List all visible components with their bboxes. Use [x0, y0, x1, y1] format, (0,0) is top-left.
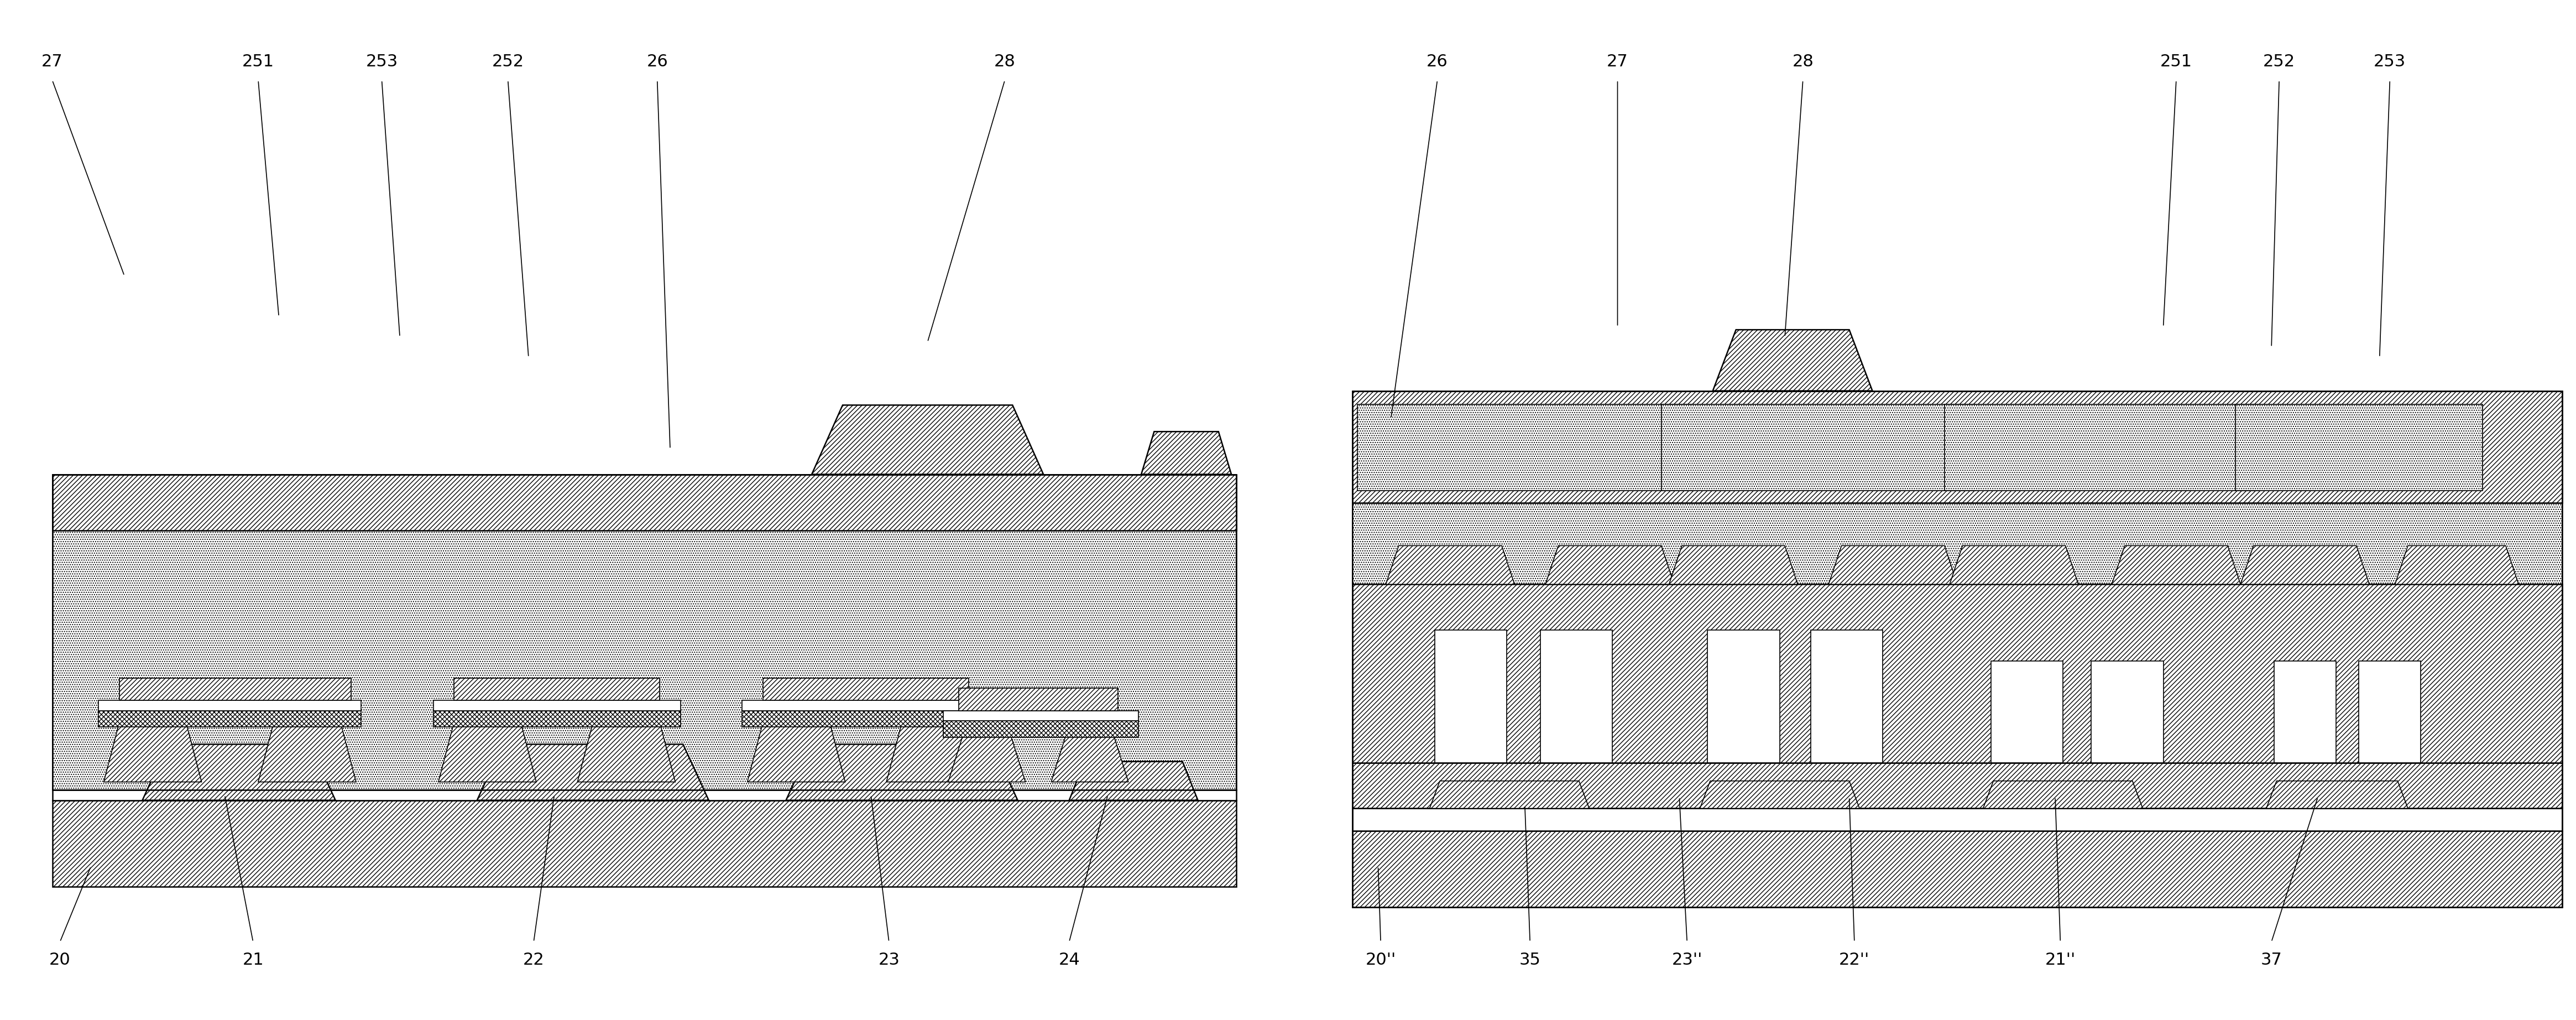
Bar: [958, 689, 1118, 711]
Bar: [98, 711, 361, 727]
Text: 21'': 21'': [2045, 952, 2076, 968]
Bar: [1352, 503, 2563, 584]
Bar: [1352, 391, 2563, 907]
Text: 35: 35: [1520, 952, 1540, 968]
Polygon shape: [786, 745, 1018, 801]
Bar: [52, 474, 1236, 790]
Text: 20: 20: [49, 952, 70, 968]
Bar: [52, 474, 1236, 530]
Bar: [1811, 630, 1883, 763]
Bar: [742, 701, 989, 711]
Polygon shape: [1051, 733, 1128, 782]
Polygon shape: [1141, 431, 1231, 474]
Bar: [742, 711, 989, 727]
Polygon shape: [2396, 546, 2519, 584]
Polygon shape: [1546, 546, 1674, 584]
Polygon shape: [577, 723, 675, 782]
Polygon shape: [1430, 781, 1589, 809]
Text: 23'': 23'': [1672, 952, 1703, 968]
Text: 26: 26: [647, 54, 667, 70]
Polygon shape: [258, 723, 355, 782]
Text: 252: 252: [2264, 54, 2295, 70]
Text: 26: 26: [1427, 54, 1448, 70]
Bar: [52, 732, 1236, 745]
Polygon shape: [811, 405, 1043, 474]
Text: 21: 21: [242, 952, 263, 968]
Text: 251: 251: [2161, 54, 2192, 70]
Polygon shape: [2241, 546, 2370, 584]
Polygon shape: [103, 723, 201, 782]
Bar: [1662, 404, 1976, 491]
Bar: [1945, 404, 2259, 491]
Bar: [762, 678, 969, 701]
Bar: [1358, 404, 1692, 491]
Text: 252: 252: [492, 54, 523, 70]
Polygon shape: [886, 723, 984, 782]
Bar: [2236, 404, 2483, 491]
Polygon shape: [1829, 546, 1958, 584]
Bar: [1435, 630, 1507, 763]
Text: 253: 253: [366, 54, 397, 70]
Text: 28: 28: [1793, 54, 1814, 70]
Bar: [52, 791, 1236, 801]
Polygon shape: [1069, 762, 1198, 801]
Bar: [1352, 831, 2563, 907]
Bar: [1540, 630, 1613, 763]
Bar: [52, 801, 1236, 886]
Text: 22'': 22'': [1839, 952, 1870, 968]
Text: 251: 251: [242, 54, 273, 70]
Text: 37: 37: [2262, 952, 2282, 968]
Bar: [1352, 763, 2563, 809]
Bar: [433, 711, 680, 727]
Bar: [118, 678, 350, 701]
Bar: [52, 474, 1236, 790]
Text: 20'': 20'': [1365, 952, 1396, 968]
Bar: [1352, 809, 2563, 831]
Polygon shape: [2112, 546, 2241, 584]
Bar: [1352, 584, 2563, 763]
Text: 22: 22: [523, 952, 544, 968]
Polygon shape: [2267, 781, 2409, 809]
Text: 27: 27: [1607, 54, 1628, 70]
Bar: [98, 701, 361, 711]
Polygon shape: [1386, 546, 1515, 584]
Polygon shape: [1984, 781, 2143, 809]
Bar: [2275, 661, 2336, 763]
Bar: [1352, 488, 2563, 503]
Bar: [433, 701, 680, 711]
Bar: [943, 721, 1139, 737]
Bar: [1352, 391, 2563, 503]
Text: 23: 23: [878, 952, 899, 968]
Polygon shape: [1713, 329, 1873, 391]
Polygon shape: [477, 745, 708, 801]
Text: 253: 253: [2372, 54, 2406, 70]
Polygon shape: [1700, 781, 1860, 809]
Text: 27: 27: [41, 54, 62, 70]
Polygon shape: [142, 745, 335, 801]
Text: 24: 24: [1059, 952, 1079, 968]
Bar: [453, 678, 659, 701]
Polygon shape: [1950, 546, 2079, 584]
Text: 28: 28: [994, 54, 1015, 70]
Polygon shape: [948, 733, 1025, 782]
Bar: [1708, 630, 1780, 763]
Bar: [2360, 661, 2421, 763]
Polygon shape: [1669, 546, 1798, 584]
Bar: [2092, 661, 2164, 763]
Bar: [1991, 661, 2063, 763]
Bar: [943, 711, 1139, 721]
Polygon shape: [747, 723, 845, 782]
Polygon shape: [438, 723, 536, 782]
